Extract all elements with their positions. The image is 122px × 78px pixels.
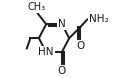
Text: O: O — [58, 66, 66, 76]
Text: O: O — [76, 41, 84, 51]
Text: N: N — [58, 19, 66, 29]
Text: HN: HN — [38, 47, 54, 57]
Text: NH₂: NH₂ — [89, 14, 108, 24]
Text: CH₃: CH₃ — [27, 2, 46, 12]
